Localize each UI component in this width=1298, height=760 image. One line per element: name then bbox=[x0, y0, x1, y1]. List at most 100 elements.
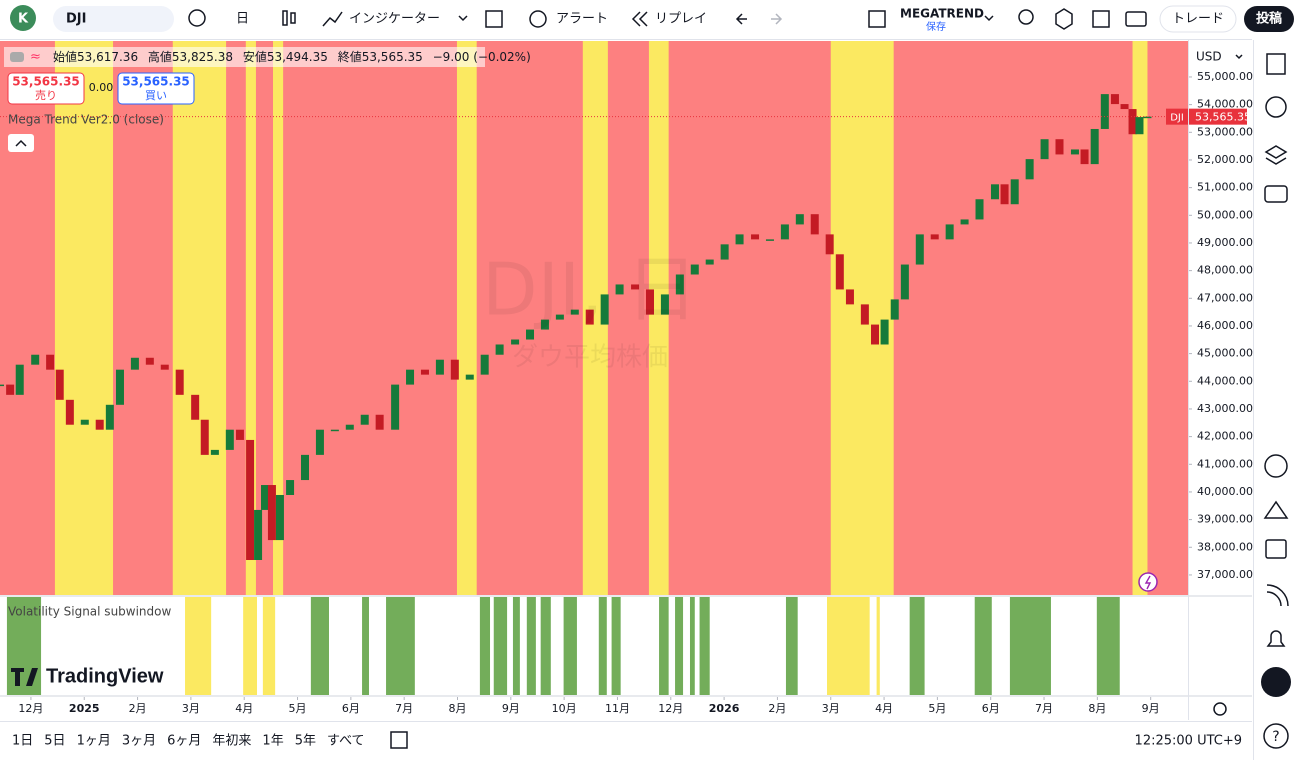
candle bbox=[55, 369, 64, 400]
calendar-icon[interactable] bbox=[1265, 539, 1287, 559]
candle bbox=[585, 309, 594, 325]
buy-button[interactable] bbox=[117, 72, 195, 105]
stream-icon[interactable] bbox=[1266, 584, 1289, 607]
help-icon[interactable] bbox=[1263, 723, 1289, 749]
sub-green-band bbox=[310, 597, 329, 695]
chat-icon[interactable] bbox=[1264, 185, 1288, 203]
y-tick-label: 52,000.00 bbox=[1197, 153, 1253, 166]
range-button[interactable]: 5日 bbox=[44, 734, 65, 749]
settings-icon[interactable] bbox=[1055, 8, 1073, 30]
apps-button[interactable] bbox=[1261, 667, 1291, 697]
candle bbox=[175, 369, 184, 395]
legend-toggle[interactable] bbox=[10, 52, 24, 62]
signal-band bbox=[54, 41, 114, 595]
symbol: DJI bbox=[66, 12, 86, 27]
collapse-icon bbox=[15, 139, 27, 147]
candle bbox=[810, 214, 819, 235]
sub-green-band bbox=[689, 597, 695, 695]
indicator-icon[interactable] bbox=[322, 11, 343, 27]
sub-green-band bbox=[909, 597, 925, 695]
dropdown-icon[interactable] bbox=[984, 15, 994, 22]
legend-box bbox=[4, 47, 485, 67]
range-button[interactable]: 1年 bbox=[262, 734, 283, 749]
candle bbox=[315, 429, 324, 455]
candle bbox=[900, 264, 909, 300]
scale-settings-icon[interactable] bbox=[1213, 702, 1227, 716]
candle bbox=[990, 184, 999, 200]
watermark-subtitle: ダウ平均株価 bbox=[512, 343, 668, 373]
candle bbox=[391, 384, 400, 430]
symbol-search[interactable] bbox=[53, 6, 174, 32]
candle bbox=[880, 319, 889, 345]
candle bbox=[690, 264, 699, 275]
dropdown-icon[interactable] bbox=[1235, 54, 1243, 60]
sell-button[interactable] bbox=[7, 72, 85, 105]
undo-icon[interactable] bbox=[735, 13, 747, 25]
candle bbox=[65, 399, 74, 425]
x-tick-label: 2026 bbox=[709, 702, 740, 715]
sub-green-band bbox=[785, 597, 798, 695]
watchlist-icon[interactable] bbox=[1266, 53, 1286, 75]
candle bbox=[511, 339, 520, 345]
lightning-icon bbox=[1144, 575, 1152, 590]
compare-icon[interactable] bbox=[188, 9, 206, 27]
candle bbox=[615, 284, 624, 295]
candle bbox=[645, 289, 654, 315]
templates-icon[interactable] bbox=[485, 10, 503, 28]
candle bbox=[1128, 109, 1137, 135]
candle bbox=[286, 480, 295, 495]
sub-green-band bbox=[493, 597, 508, 695]
avatar[interactable] bbox=[10, 5, 36, 31]
range-button[interactable]: 年初来 bbox=[212, 733, 251, 749]
layout-name[interactable]: MEGATREND bbox=[900, 7, 984, 21]
publish-button[interactable] bbox=[1244, 6, 1294, 32]
main-pane: 37,000.00 38,000.00 39,000.00 40,000.00 41,0… bbox=[0, 41, 1253, 715]
candle bbox=[945, 224, 954, 240]
symbol-tag-label: DJI bbox=[1170, 113, 1184, 124]
ohlc-legend: 始値53,617.36 高値53,825.38 安値53,494.35 終値53… bbox=[53, 49, 531, 64]
candle bbox=[871, 324, 880, 345]
trade-button[interactable] bbox=[1159, 5, 1237, 33]
clock[interactable]: 12:25:00 UTC+9 bbox=[1135, 734, 1242, 749]
replay-icon[interactable] bbox=[631, 11, 648, 27]
candle bbox=[751, 234, 760, 240]
candle bbox=[845, 289, 854, 305]
sub-green-band bbox=[563, 597, 577, 695]
range-button[interactable]: 3ヶ月 bbox=[122, 734, 156, 749]
range-button[interactable]: 1ヶ月 bbox=[77, 734, 111, 749]
range-button[interactable]: 6ヶ月 bbox=[167, 734, 201, 749]
sub-yellow-band bbox=[876, 597, 880, 695]
sell-price: 53,565.35 bbox=[12, 75, 80, 89]
candle bbox=[1080, 149, 1089, 165]
collapse-button[interactable] bbox=[8, 134, 34, 152]
candle-icon[interactable] bbox=[282, 10, 288, 26]
indicators-button[interactable]: インジケーター bbox=[349, 12, 440, 27]
fullscreen-icon[interactable] bbox=[1092, 10, 1110, 28]
buy-price: 53,565.35 bbox=[122, 75, 190, 89]
ideas-icon[interactable] bbox=[1263, 500, 1289, 519]
range-button[interactable]: すべて bbox=[327, 734, 365, 749]
snapshot-icon[interactable] bbox=[1125, 11, 1147, 27]
replay-button[interactable]: リプレイ bbox=[655, 12, 707, 27]
range-button[interactable]: 5年 bbox=[295, 734, 316, 749]
dropdown-icon[interactable] bbox=[458, 15, 468, 22]
alert-icon[interactable] bbox=[529, 10, 547, 28]
candle bbox=[15, 364, 24, 395]
alerts-icon[interactable] bbox=[1265, 96, 1287, 118]
quick-search-icon[interactable] bbox=[1018, 9, 1034, 25]
layout-icon[interactable] bbox=[868, 10, 886, 28]
layers-icon[interactable] bbox=[1264, 145, 1288, 165]
goto-date-icon[interactable] bbox=[390, 731, 408, 749]
candle bbox=[1100, 94, 1109, 129]
candle bbox=[465, 374, 474, 380]
alert-button[interactable]: アラート bbox=[556, 12, 608, 27]
sub-green-band bbox=[540, 597, 551, 695]
signal-band bbox=[273, 41, 284, 595]
range-button[interactable]: 1日 bbox=[12, 734, 33, 749]
currency[interactable]: USD bbox=[1196, 50, 1222, 64]
lightning-button[interactable] bbox=[1138, 572, 1158, 592]
interval[interactable]: 日 bbox=[236, 12, 249, 27]
notifications-icon[interactable] bbox=[1266, 630, 1286, 647]
x-tick-label: 8月 bbox=[1088, 702, 1106, 715]
target-icon[interactable] bbox=[1264, 454, 1288, 478]
